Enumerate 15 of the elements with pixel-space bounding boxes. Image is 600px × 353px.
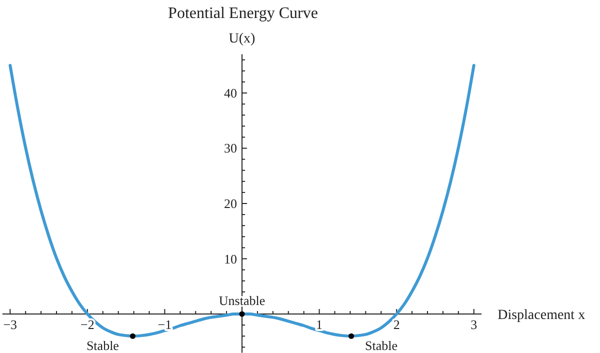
x-tick-label: −2: [80, 317, 94, 332]
y-tick-label: 20: [224, 196, 237, 211]
y-axis-title: U(x): [228, 31, 256, 46]
x-tick-label: −3: [3, 317, 18, 332]
x-tick-label: 2: [393, 317, 400, 332]
y-tick-label: 40: [224, 85, 237, 100]
y-tick-label: 10: [224, 251, 237, 266]
x-tick-label: 3: [470, 317, 478, 332]
x-axis-title: Displacement x: [498, 308, 586, 324]
chart-title: Potential Energy Curve: [168, 5, 318, 22]
annotation: Stable: [365, 338, 398, 353]
annotation: Stable: [86, 338, 120, 353]
y-tick-label: 30: [224, 140, 237, 156]
x-tick-label: 1: [316, 317, 323, 332]
x-tick-label: −1: [158, 317, 172, 332]
